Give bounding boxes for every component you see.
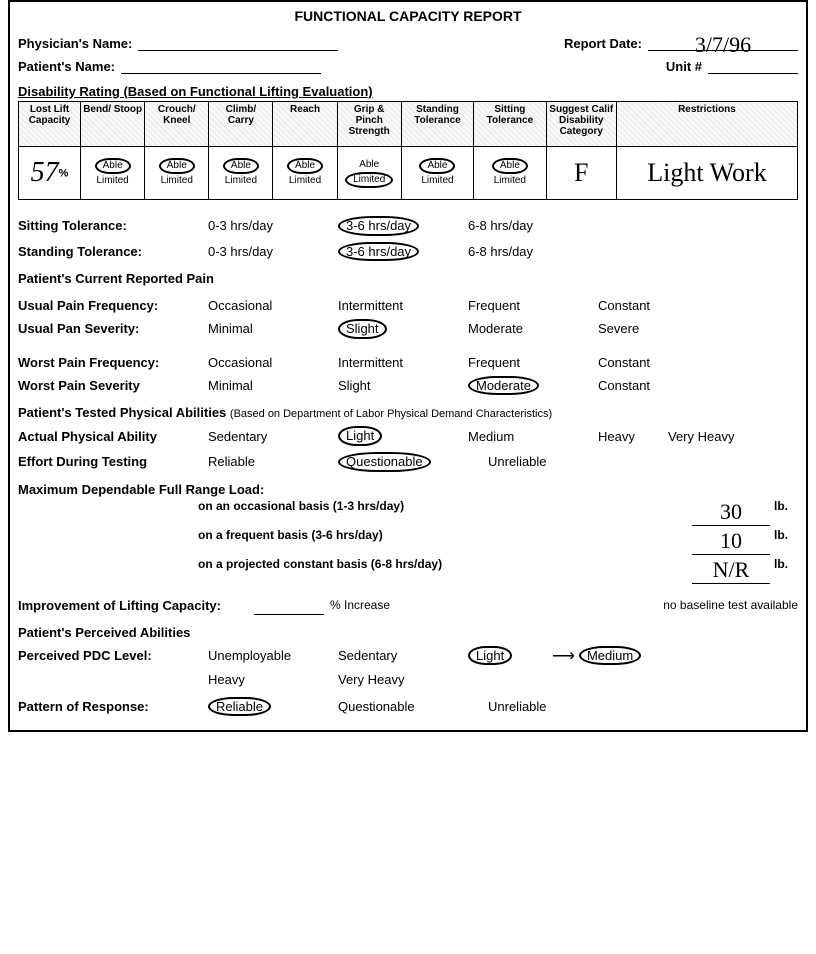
standing-tol-label: Standing Tolerance: bbox=[18, 244, 208, 259]
pdc-light[interactable]: Light bbox=[468, 646, 548, 666]
worst-freq-int[interactable]: Intermittent bbox=[338, 355, 468, 370]
usual-freq-label: Usual Pain Frequency: bbox=[18, 298, 208, 313]
load-row1: on an occasional basis (1-3 hrs/day) bbox=[198, 499, 692, 526]
disability-heading: Disability Rating (Based on Functional L… bbox=[18, 84, 798, 99]
load-v2[interactable]: 10 bbox=[692, 528, 770, 555]
load-heading: Maximum Dependable Full Range Load: bbox=[18, 482, 798, 497]
usual-freq-const[interactable]: Constant bbox=[598, 298, 728, 313]
col-standing: Standing Tolerance bbox=[401, 102, 473, 147]
effort-questionable[interactable]: Questionable bbox=[338, 452, 488, 472]
patient-label: Patient's Name: bbox=[18, 59, 115, 74]
worst-sev-slight[interactable]: Slight bbox=[338, 378, 468, 393]
usual-sev-slight[interactable]: Slight bbox=[338, 319, 468, 339]
patient-name-field[interactable] bbox=[121, 55, 321, 74]
pdc-very-heavy[interactable]: Very Heavy bbox=[338, 672, 468, 687]
worst-freq-const[interactable]: Constant bbox=[598, 355, 728, 370]
col-restrictions: Restrictions bbox=[616, 102, 797, 147]
worst-sev-label: Worst Pain Severity bbox=[18, 378, 208, 393]
unit-field[interactable] bbox=[708, 55, 798, 74]
pdc-sedentary[interactable]: Sedentary bbox=[338, 648, 468, 663]
usual-freq-occ[interactable]: Occasional bbox=[208, 298, 338, 313]
resp-questionable[interactable]: Questionable bbox=[338, 699, 488, 714]
report-title: FUNCTIONAL CAPACITY REPORT bbox=[18, 8, 798, 24]
actual-very-heavy[interactable]: Very Heavy bbox=[668, 429, 734, 444]
worst-sev-min[interactable]: Minimal bbox=[208, 378, 338, 393]
sitting-opt2[interactable]: 3-6 hrs/day bbox=[338, 216, 468, 236]
actual-heavy[interactable]: Heavy bbox=[598, 429, 668, 444]
unit-label: Unit # bbox=[666, 59, 702, 74]
worst-freq-occ[interactable]: Occasional bbox=[208, 355, 338, 370]
usual-sev-min[interactable]: Minimal bbox=[208, 321, 338, 336]
load-row3: on a projected constant basis (6-8 hrs/d… bbox=[198, 557, 692, 584]
cell-sitting: AbleLimited bbox=[474, 147, 546, 200]
actual-ability-label: Actual Physical Ability bbox=[18, 429, 208, 444]
col-crouch: Crouch/ Kneel bbox=[145, 102, 209, 147]
worst-sev-mod[interactable]: Moderate bbox=[468, 376, 598, 396]
sitting-tol-label: Sitting Tolerance: bbox=[18, 218, 208, 233]
load-row2: on a frequent basis (3-6 hrs/day) bbox=[198, 528, 692, 555]
col-category: Suggest Calif Disability Category bbox=[546, 102, 616, 147]
col-climb: Climb/ Carry bbox=[209, 102, 273, 147]
worst-sev-const[interactable]: Constant bbox=[598, 378, 728, 393]
physician-name-field[interactable] bbox=[138, 32, 338, 51]
tested-heading: Patient's Tested Physical Abilities (Bas… bbox=[18, 405, 798, 420]
actual-light[interactable]: Light bbox=[338, 426, 468, 446]
pdc-label: Perceived PDC Level: bbox=[18, 648, 208, 663]
cell-climb: AbleLimited bbox=[209, 147, 273, 200]
standing-opt3[interactable]: 6-8 hrs/day bbox=[468, 244, 598, 259]
pdc-heavy[interactable]: Heavy bbox=[208, 672, 338, 687]
actual-medium[interactable]: Medium bbox=[468, 429, 598, 444]
sitting-opt3[interactable]: 6-8 hrs/day bbox=[468, 218, 598, 233]
cell-grip: AbleLimited bbox=[337, 147, 401, 200]
arrow-icon: ⟶ bbox=[552, 646, 575, 666]
cell-restrictions: Light Work bbox=[616, 147, 797, 200]
cell-reach: AbleLimited bbox=[273, 147, 337, 200]
load-unit1: lb. bbox=[774, 499, 798, 526]
cell-crouch: AbleLimited bbox=[145, 147, 209, 200]
standing-opt2[interactable]: 3-6 hrs/day bbox=[338, 242, 468, 262]
col-lost-lift: Lost Lift Capacity bbox=[19, 102, 81, 147]
worst-freq-freq[interactable]: Frequent bbox=[468, 355, 598, 370]
load-unit3: lb. bbox=[774, 557, 798, 584]
improvement-note: no baseline test available bbox=[663, 598, 798, 612]
effort-reliable[interactable]: Reliable bbox=[208, 454, 338, 469]
improvement-field[interactable] bbox=[254, 596, 324, 615]
load-v3[interactable]: N/R bbox=[692, 557, 770, 584]
usual-sev-sev[interactable]: Severe bbox=[598, 321, 728, 336]
worst-freq-label: Worst Pain Frequency: bbox=[18, 355, 208, 370]
sitting-opt1[interactable]: 0-3 hrs/day bbox=[208, 218, 338, 233]
cell-bend: AbleLimited bbox=[81, 147, 145, 200]
col-bend: Bend/ Stoop bbox=[81, 102, 145, 147]
usual-sev-label: Usual Pan Severity: bbox=[18, 321, 208, 336]
resp-reliable[interactable]: Reliable bbox=[208, 697, 338, 717]
usual-freq-freq[interactable]: Frequent bbox=[468, 298, 598, 313]
pdc-medium[interactable]: Medium bbox=[579, 646, 709, 666]
resp-unreliable[interactable]: Unreliable bbox=[488, 699, 618, 714]
perceived-heading: Patient's Perceived Abilities bbox=[18, 625, 798, 640]
col-sitting: Sitting Tolerance bbox=[474, 102, 546, 147]
report-date-label: Report Date: bbox=[564, 36, 642, 51]
pdc-unemployable[interactable]: Unemployable bbox=[208, 648, 338, 663]
cell-standing: AbleLimited bbox=[401, 147, 473, 200]
improvement-unit: % Increase bbox=[330, 598, 390, 612]
col-reach: Reach bbox=[273, 102, 337, 147]
report-date-field[interactable]: 3/7/96 bbox=[648, 32, 798, 51]
effort-unreliable[interactable]: Unreliable bbox=[488, 454, 618, 469]
load-v1[interactable]: 30 bbox=[692, 499, 770, 526]
cell-pct: 57% bbox=[19, 147, 81, 200]
usual-sev-mod[interactable]: Moderate bbox=[468, 321, 598, 336]
load-unit2: lb. bbox=[774, 528, 798, 555]
col-grip: Grip & Pinch Strength bbox=[337, 102, 401, 147]
pain-heading: Patient's Current Reported Pain bbox=[18, 271, 798, 286]
standing-opt1[interactable]: 0-3 hrs/day bbox=[208, 244, 338, 259]
cell-category: F bbox=[546, 147, 616, 200]
effort-label: Effort During Testing bbox=[18, 454, 208, 469]
response-label: Pattern of Response: bbox=[18, 699, 208, 714]
usual-freq-int[interactable]: Intermittent bbox=[338, 298, 468, 313]
actual-sedentary[interactable]: Sedentary bbox=[208, 429, 338, 444]
physician-label: Physician's Name: bbox=[18, 36, 132, 51]
improvement-label: Improvement of Lifting Capacity: bbox=[18, 598, 248, 613]
disability-table: Lost Lift Capacity Bend/ Stoop Crouch/ K… bbox=[18, 101, 798, 200]
